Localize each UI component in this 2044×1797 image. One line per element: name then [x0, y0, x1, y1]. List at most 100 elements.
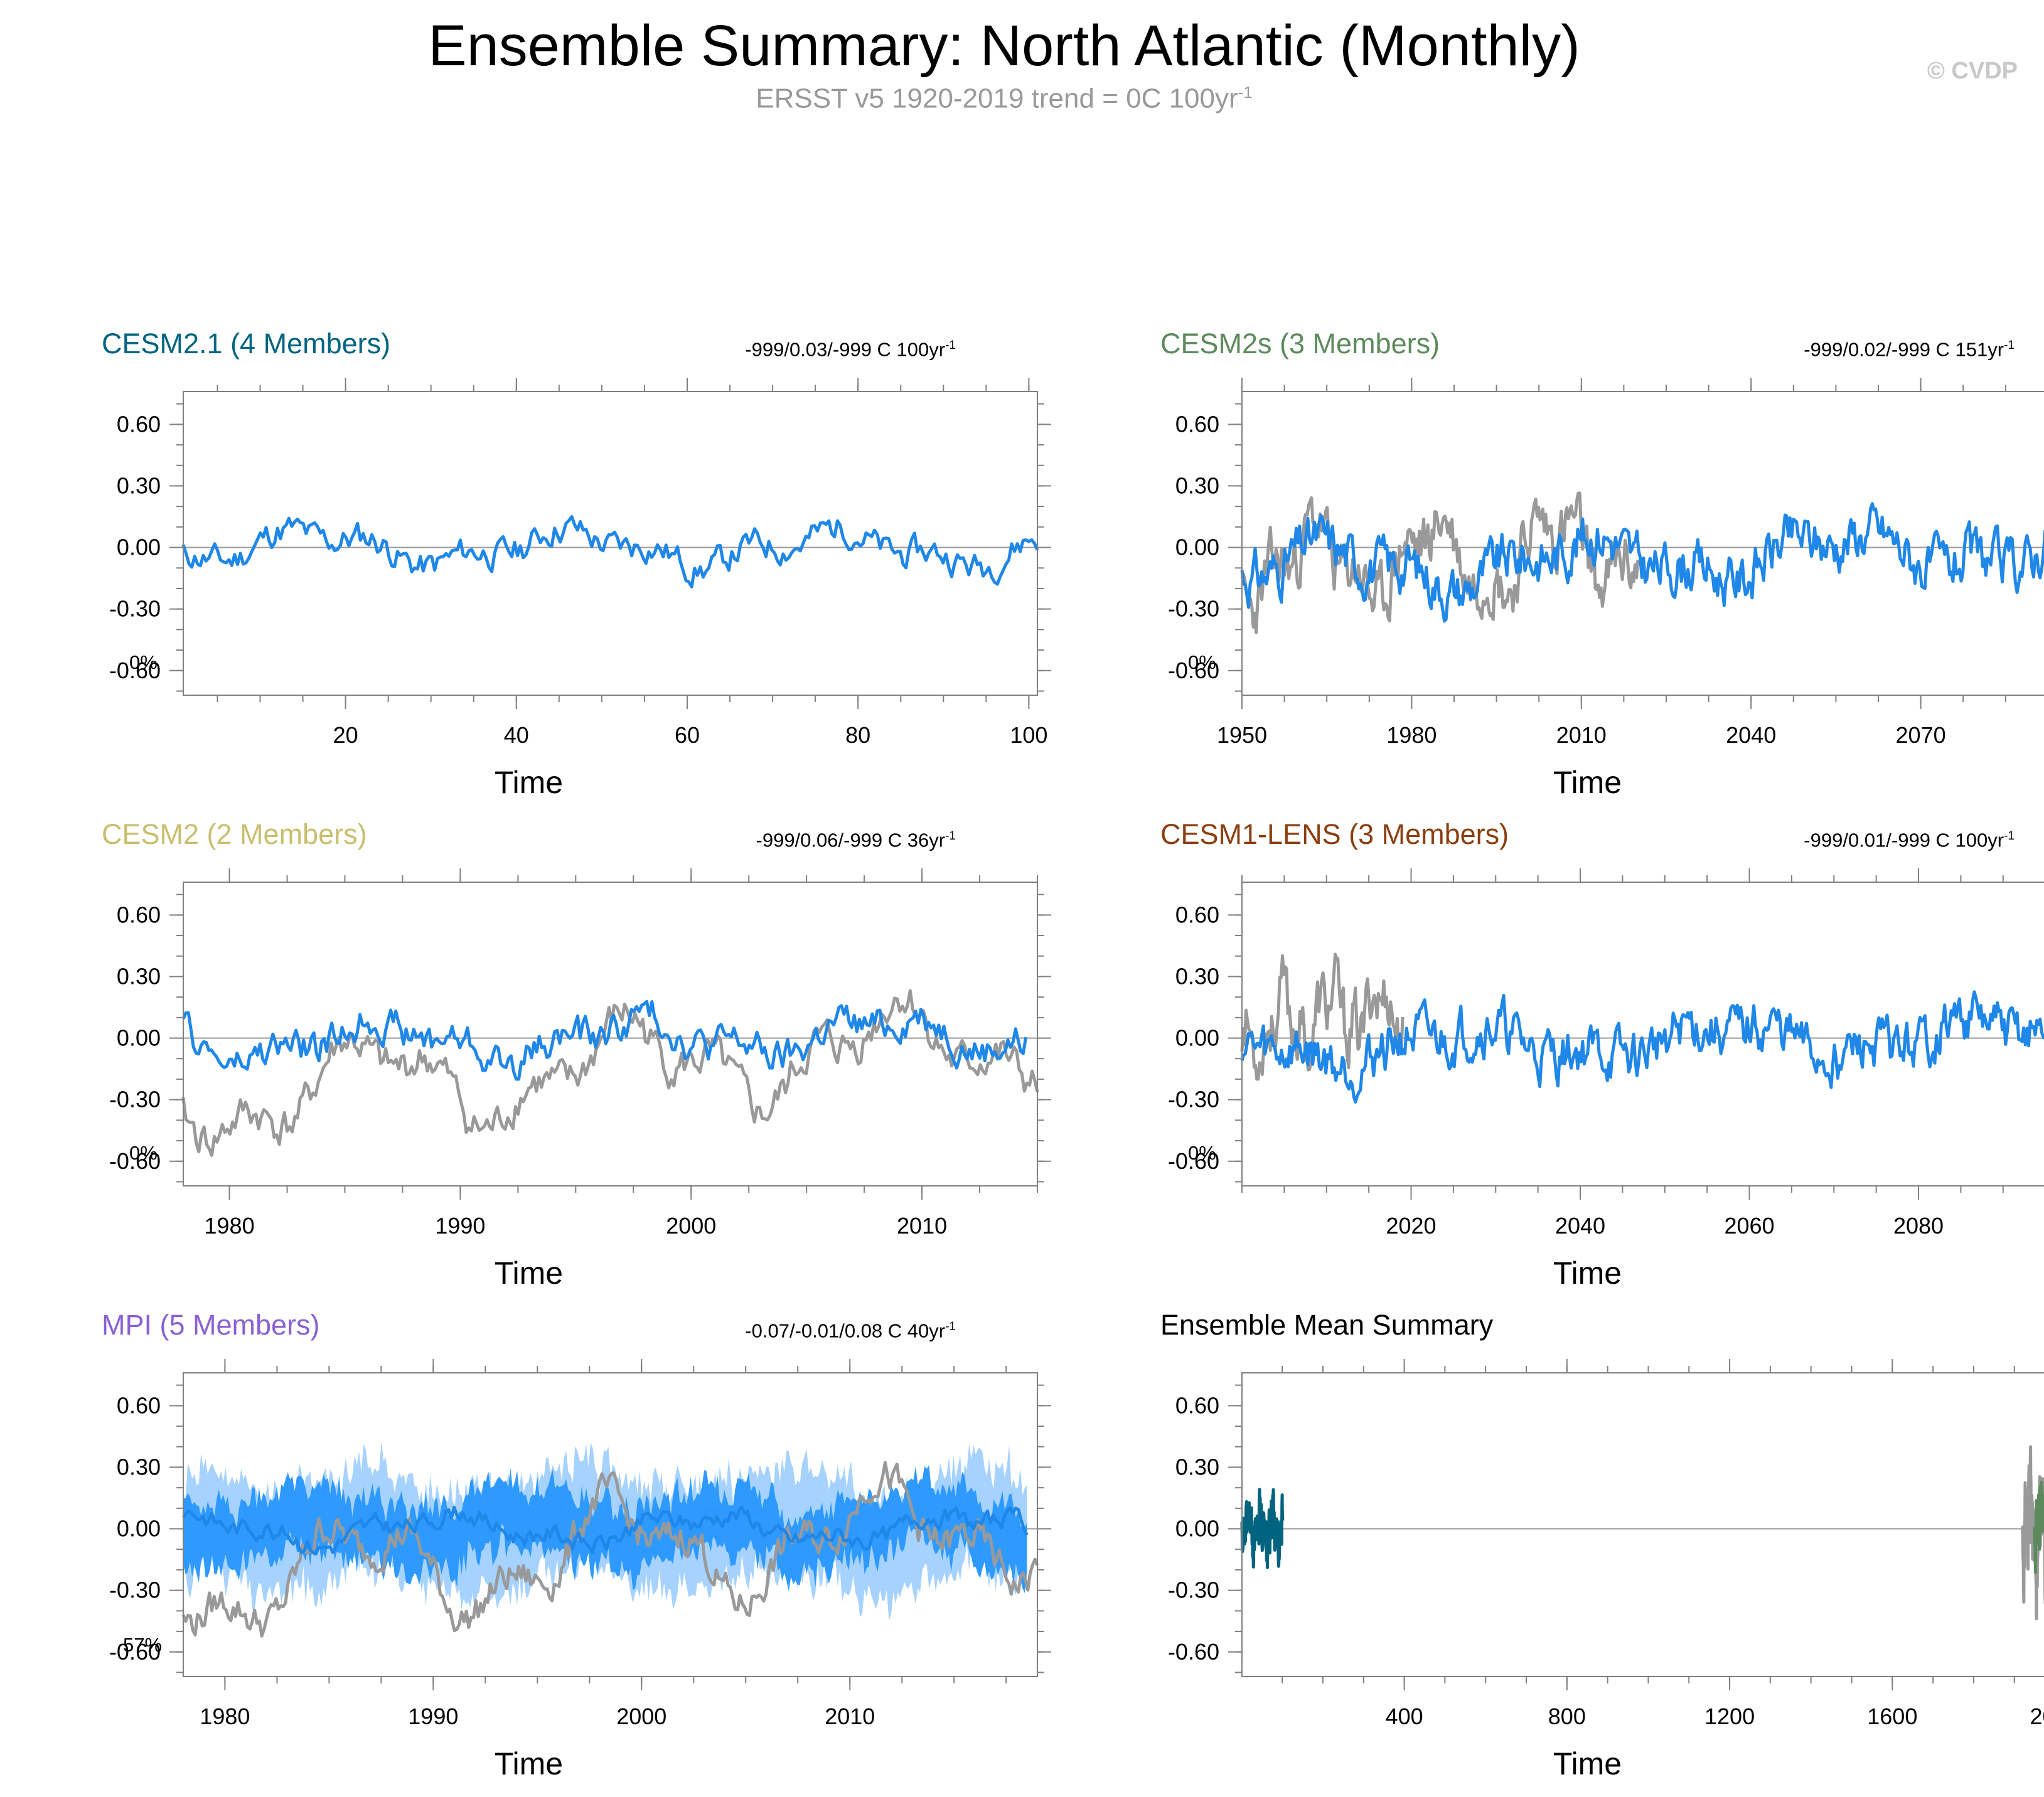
chart-ensemble-mean-summary: 0.60 0.30 0.00 -0.30 -0.60 400 800 1200 1600 2000 — [1160, 1359, 2044, 1746]
series-line-ensemble-mean — [181, 1505, 1029, 1556]
plot-frame — [1241, 1372, 2044, 1677]
panel-stat-superscript: -1 — [2004, 339, 2015, 352]
plot-frame — [1241, 882, 2044, 1186]
chart-cesm2: 0.60 0.30 0.00 -0.30 -0.60 1980 1990 2000 2010 — [102, 868, 1051, 1255]
chart-svg: 0.60 0.30 0.00 -0.30 -0.60 1980 1990 2000 2010 — [109, 868, 1051, 1239]
page-subtitle: ERSST v5 1920-2019 trend = 0C 100yr-1 — [0, 83, 2008, 115]
x-tick-label: 1980 — [200, 1704, 250, 1729]
y-tick-label: 0.60 — [1175, 1392, 1219, 1418]
series-line-ensemble-mean — [181, 515, 1039, 589]
x-tick-label: 2010 — [1556, 722, 1607, 748]
x-tick-label: 400 — [1386, 1704, 1423, 1729]
x-tick-label: 2070 — [1896, 722, 1946, 748]
y-tick-label: -0.60 — [1168, 658, 1219, 683]
subtitle-superscript: -1 — [1238, 83, 1253, 102]
panel-stat-cesm2: -999/0.06/-999 C 36yr-1 — [756, 825, 956, 851]
panel-stat-cesm1-lens: -999/0.01/-999 C 100yr-1 — [1804, 825, 2015, 851]
x-tick-label: 1950 — [1217, 722, 1267, 748]
y-tick-label: -0.30 — [1168, 1577, 1219, 1603]
x-tick-label: 1990 — [435, 1213, 485, 1239]
y-tick-label: 0.00 — [1175, 1516, 1219, 1542]
x-tick-label: 1980 — [1386, 722, 1437, 748]
x-tick-label: 100 — [1010, 722, 1047, 748]
y-tick-label: 0.30 — [117, 963, 161, 989]
panel-stat-text: -0.07/-0.01/0.08 C 40yr — [745, 1320, 946, 1342]
chart-svg: 0.60 0.30 0.00 -0.30 -0.60 1980 1990 2000 2010 — [109, 1359, 1051, 1729]
x-tick-label: 1200 — [1704, 1704, 1755, 1729]
plot-frame — [1241, 391, 2044, 696]
chart-svg: 0.60 0.30 0.00 -0.30 -0.60 20 40 60 80 100 — [109, 378, 1051, 748]
series-line-ensemble-mean — [181, 1000, 1028, 1081]
x-tick-label: 2000 — [666, 1213, 716, 1239]
x-tick-label: 1600 — [1867, 1704, 1917, 1729]
series-line-observations — [1240, 491, 1640, 634]
panel-title-cesm1-lens: CESM1-LENS (3 Members) — [1160, 818, 1509, 851]
x-axis-label-cesm1-lens: Time — [1553, 1256, 1622, 1291]
chart-cesm2s: 0.60 0.30 0.00 -0.30 -0.60 1950 1980 2010 2040 20… — [1160, 378, 2044, 764]
x-tick-label: 1980 — [205, 1213, 255, 1239]
panel-title-cesm2: CESM2 (2 Members) — [102, 818, 367, 851]
chart-svg: 0.600.300.00-0.30-0.60202020402060208021… — [1168, 868, 2044, 1239]
panel-title-text: CESM1-LENS (3 Members) — [1160, 818, 1509, 850]
x-tick-label: 2000 — [2030, 1704, 2044, 1729]
x-tick-label: 2060 — [1724, 1213, 1774, 1239]
y-tick-label: -0.60 — [109, 1639, 161, 1665]
y-tick-label: 0.30 — [1175, 472, 1219, 498]
series-line-observations — [181, 989, 1039, 1157]
copyright-label: © CVDP — [1927, 58, 2018, 84]
x-tick-label: 2010 — [825, 1704, 875, 1729]
panel-stat-superscript: -1 — [945, 1320, 956, 1333]
y-tick-label: -0.30 — [109, 1577, 161, 1603]
panel-stat-mpi: -0.07/-0.01/0.08 C 40yr-1 — [745, 1316, 956, 1342]
chart-svg: 0.60 0.30 0.00 -0.30 -0.60 400 800 1200 1600 2000 — [1168, 1359, 2044, 1729]
panel-stat-text: -999/0.01/-999 C 100yr — [1804, 829, 2004, 851]
y-tick-label: 0.00 — [117, 1025, 161, 1051]
y-tick-label: 0.60 — [117, 1392, 161, 1418]
percent-label-cesm2-1: 0% — [129, 651, 158, 673]
y-tick-label: -0.30 — [1168, 596, 1219, 622]
y-tick-label: 0.30 — [1175, 963, 1219, 989]
x-tick-label: 2020 — [1386, 1213, 1436, 1239]
x-axis-label-ensemble-mean-summary: Time — [1553, 1746, 1622, 1781]
series-line-observations — [181, 1461, 1039, 1638]
y-tick-label: -0.30 — [1168, 1087, 1219, 1112]
panel-title-cesm2s: CESM2s (3 Members) — [1160, 328, 1440, 360]
panel-stat-superscript: -1 — [945, 339, 956, 352]
chart-cesm2-1: 0.60 0.30 0.00 -0.30 -0.60 20 40 60 80 100 — [102, 378, 1051, 764]
x-axis-label-cesm2-1: Time — [494, 765, 564, 800]
plot-frame — [183, 882, 1038, 1186]
panel-title-cesm2-1: CESM2.1 (4 Members) — [102, 328, 390, 360]
y-tick-label: -0.60 — [1168, 1148, 1219, 1174]
y-tick-label: 0.30 — [1175, 1454, 1219, 1480]
chart-cesm1-lens: 0.600.300.00-0.30-0.60202020402060208021… — [1160, 868, 2044, 1255]
y-tick-label: 0.00 — [1175, 1025, 1219, 1051]
x-tick-label: 20 — [333, 722, 358, 748]
y-tick-label: 0.60 — [1175, 902, 1219, 927]
chart-mpi: 0.60 0.30 0.00 -0.30 -0.60 1980 1990 2000 2010 — [102, 1359, 1051, 1746]
x-axis-label-mpi: Time — [494, 1746, 564, 1781]
panel-title-mpi: MPI (5 Members) — [102, 1309, 320, 1341]
y-tick-label: 0.60 — [117, 411, 161, 437]
panel-stat-text: -999/0.02/-999 C 151yr — [1804, 338, 2004, 361]
y-tick-label: -0.30 — [109, 1087, 161, 1112]
x-tick-label: 2000 — [616, 1704, 666, 1729]
y-tick-label: -0.60 — [109, 658, 161, 683]
plot-frame — [183, 391, 1038, 696]
y-tick-label: 0.30 — [117, 472, 161, 498]
panel-title-ensemble-mean-summary: Ensemble Mean Summary — [1160, 1309, 1493, 1341]
percent-label-cesm2: 0% — [129, 1142, 158, 1164]
series-line-ensemble-mean — [1240, 502, 2044, 623]
x-tick-label: 60 — [675, 722, 700, 748]
series-line-ensemble-mean — [1240, 990, 2044, 1104]
percent-label-cesm1-lens: 0% — [1188, 1142, 1216, 1164]
chart-svg: 0.60 0.30 0.00 -0.30 -0.60 1950 1980 2010 2040 20… — [1168, 378, 2044, 748]
x-tick-label: 2040 — [1726, 722, 1776, 748]
y-tick-label: 0.60 — [117, 902, 161, 927]
panel-title-text: CESM2 (2 Members) — [102, 818, 367, 850]
subtitle-text: ERSST v5 1920-2019 trend = 0C 100yr — [756, 83, 1238, 114]
y-tick-label: 0.00 — [117, 535, 161, 560]
panel-title-text: Ensemble Mean Summary — [1160, 1309, 1494, 1341]
panel-stat-cesm2-1: -999/0.03/-999 C 100yr-1 — [745, 334, 956, 361]
y-tick-label: -0.60 — [1168, 1639, 1219, 1665]
y-tick-label: 0.00 — [1175, 535, 1219, 560]
